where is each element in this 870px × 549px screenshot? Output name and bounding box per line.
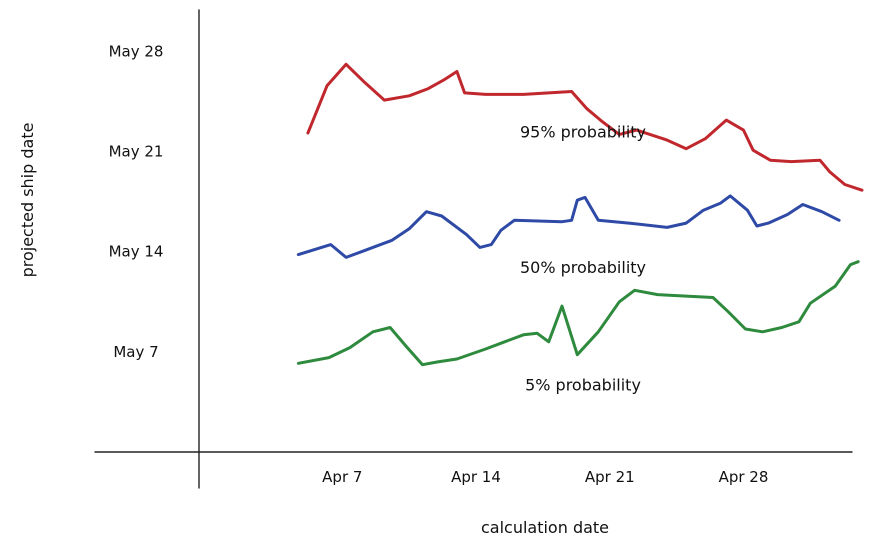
series-layer [296, 62, 864, 367]
x-tick-labels: Apr 7 Apr 14 Apr 21 Apr 28 [322, 468, 768, 486]
x-axis-title: calculation date [481, 518, 609, 537]
series-label-5-pct-probability: 5% probability [525, 376, 641, 395]
y-tick-label: May 28 [109, 42, 164, 60]
series-line-5-pct-probability [296, 260, 860, 367]
series-line-95-pct-probability [306, 62, 864, 192]
y-axis-title: projected ship date [18, 123, 37, 278]
x-tick-label: Apr 28 [719, 468, 769, 486]
series-label-95-pct-probability: 95% probability [520, 122, 646, 141]
x-tick-label: Apr 21 [585, 468, 635, 486]
y-tick-labels: May 7 May 14 May 21 May 28 [109, 42, 164, 361]
x-tick-label: Apr 14 [451, 468, 501, 486]
y-tick-label: May 14 [109, 243, 164, 261]
y-tick-label: May 7 [113, 343, 158, 361]
y-tick-label: May 21 [109, 143, 164, 161]
series-line-50-pct-probability [296, 194, 841, 259]
series-labels: 95% probability 50% probability 5% probabi… [520, 122, 646, 394]
x-tick-label: Apr 7 [322, 468, 362, 486]
series-label-50-pct-probability: 50% probability [520, 258, 646, 277]
